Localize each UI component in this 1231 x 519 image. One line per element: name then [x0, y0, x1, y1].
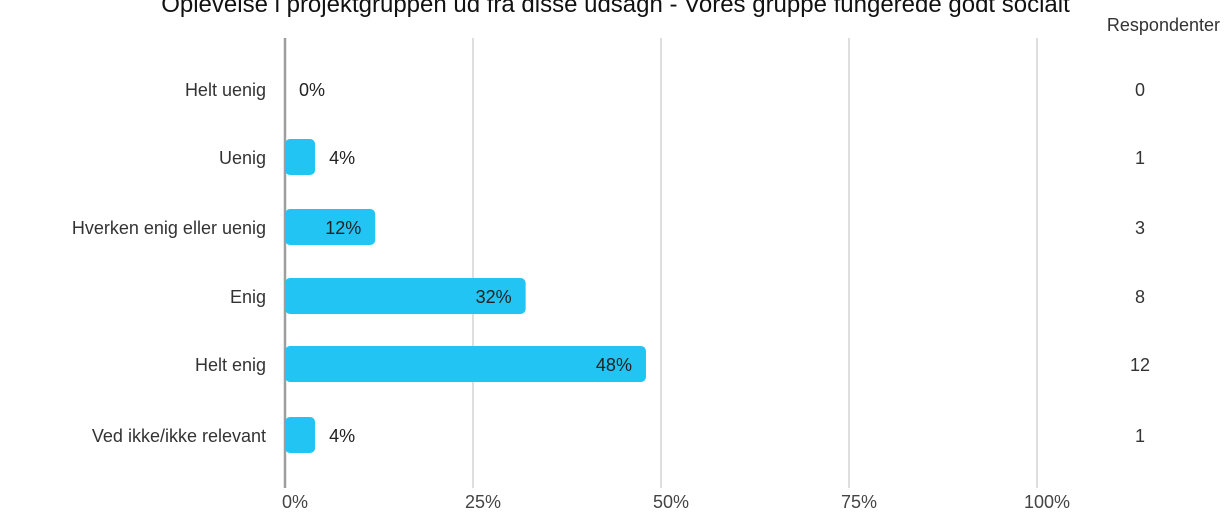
category-label: Helt enig: [195, 355, 266, 375]
category-label: Helt uenig: [185, 80, 266, 100]
category-label: Enig: [230, 287, 266, 307]
bar: [285, 278, 526, 314]
category-label: Ved ikke/ikke relevant: [92, 426, 266, 446]
value-label: 4%: [329, 426, 355, 446]
x-tick-label: 25%: [465, 492, 501, 512]
category-label: Uenig: [219, 148, 266, 168]
x-tick-label: 0%: [282, 492, 308, 512]
value-label: 0%: [299, 80, 325, 100]
respondents-header: Respondenter: [1106, 15, 1220, 35]
value-label: 32%: [476, 287, 512, 307]
bar: [285, 346, 646, 382]
respondent-count: 1: [1135, 148, 1145, 168]
respondent-count: 1: [1135, 426, 1145, 446]
chart-title: Oplevelse i projektgruppen ud fra disse …: [161, 0, 1070, 18]
respondent-count: 0: [1135, 80, 1145, 100]
respondent-count: 8: [1135, 287, 1145, 307]
respondent-count: 3: [1135, 218, 1145, 238]
category-label: Hverken enig eller uenig: [72, 218, 266, 238]
value-label: 4%: [329, 148, 355, 168]
x-tick-label: 75%: [841, 492, 877, 512]
bar: [285, 417, 316, 453]
x-tick-label: 50%: [653, 492, 689, 512]
x-tick-label: 100%: [1024, 492, 1070, 512]
bar: [285, 209, 376, 245]
value-label: 12%: [325, 218, 361, 238]
bar: [285, 139, 316, 175]
respondent-count: 12: [1130, 355, 1150, 375]
value-label: 48%: [596, 355, 632, 375]
